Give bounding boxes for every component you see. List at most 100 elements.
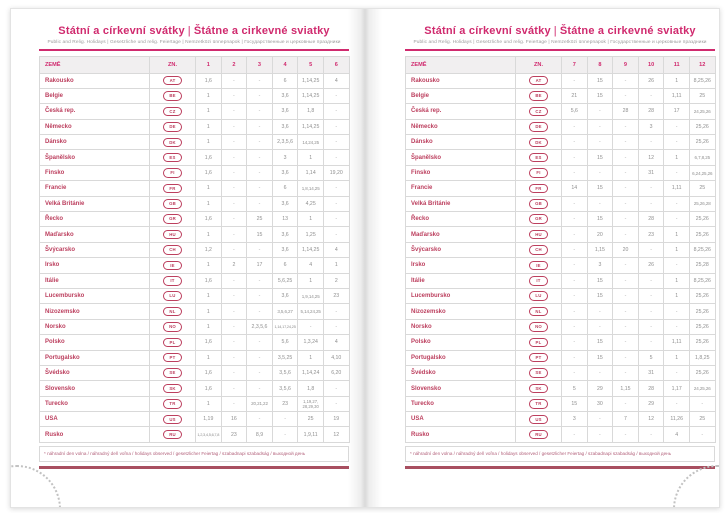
country-code-cell: CH	[149, 241, 196, 259]
holiday-cell: -	[246, 303, 273, 320]
holiday-cell: 15	[586, 87, 614, 105]
holiday-cell: -	[246, 287, 273, 305]
country-name: Turecko	[405, 395, 516, 413]
country-code-cell: US	[515, 411, 562, 428]
holiday-cell: 19,20	[322, 164, 350, 182]
holiday-cell: 4	[322, 241, 350, 259]
holiday-cell: -	[663, 303, 690, 320]
country-code-badge: GR	[529, 214, 548, 224]
country-code-cell: DE	[515, 118, 562, 136]
holiday-cell: 25,26	[688, 134, 716, 151]
country-name: Rakousko	[39, 72, 150, 89]
holiday-cell: 28	[637, 380, 665, 397]
country-name: Velká Británie	[405, 195, 516, 213]
holiday-cell: 28	[637, 211, 665, 228]
holiday-cell: -	[612, 72, 639, 89]
column-header-country: ZEMĚ	[39, 55, 150, 74]
page-left: Státní a církevní svátky | Štátne a cirkev…	[11, 9, 365, 507]
table-row: Švýcarsko CH -1,15 20-1 8,25,26	[405, 241, 716, 259]
holiday-cell: 31	[637, 164, 665, 182]
table-row: Polsko PL -15- -1,11 25,26	[405, 334, 716, 351]
holiday-cell: 2	[322, 272, 350, 289]
holiday-cell: -	[561, 287, 588, 305]
holiday-cell: 25	[688, 180, 716, 197]
country-name: Polsko	[39, 334, 150, 351]
holiday-cell: -	[637, 303, 665, 320]
table-row: Norsko NO - - - - -25,26	[405, 318, 716, 336]
holiday-cell: -	[322, 318, 350, 336]
holiday-cell: 6	[271, 180, 299, 197]
country-code-cell: CZ	[515, 103, 562, 120]
country-code-badge: NO	[529, 322, 548, 332]
holiday-cell: 1,15	[612, 380, 639, 397]
holiday-cell: 3	[271, 149, 299, 166]
country-code-badge: TR	[163, 399, 182, 409]
holiday-cell: -	[246, 72, 273, 89]
holiday-cell: 1	[195, 134, 222, 151]
country-name: Švédsko	[405, 364, 516, 382]
country-code-cell: FI	[149, 164, 196, 182]
holiday-cell: 4	[297, 257, 324, 274]
table-row: Maďarsko HU -20-23 1 25,26	[405, 226, 716, 243]
country-name: USA	[39, 411, 150, 428]
holiday-cell: 8,25,26	[688, 241, 716, 259]
holiday-cell: -	[612, 164, 639, 182]
bottom-rule	[39, 465, 349, 470]
holiday-cell: 1	[663, 287, 690, 305]
holiday-cell: 8,9	[246, 426, 273, 443]
column-header-month: 4	[271, 55, 299, 74]
holiday-cell: 1	[195, 395, 222, 413]
title-rule	[405, 49, 715, 51]
holiday-cell: 1,14,17,24,25	[271, 318, 299, 336]
holiday-cell: -	[220, 303, 248, 320]
country-code-badge: US	[163, 414, 182, 425]
holiday-cell: 2	[220, 257, 248, 274]
country-code-cell: TR	[515, 395, 562, 413]
holiday-cell: 29	[586, 380, 614, 397]
table-row: Španělsko ES -15-12 1 6,7,8,25	[405, 149, 716, 166]
holiday-cell: -	[246, 272, 273, 289]
holiday-cell: -	[663, 257, 690, 274]
holiday-cell: -	[220, 318, 248, 336]
country-code-cell: ES	[515, 149, 562, 166]
holiday-cell: 25,26	[688, 318, 716, 336]
country-code-badge: FI	[529, 168, 548, 178]
country-code-badge: RU	[529, 429, 548, 440]
holiday-cell: -	[586, 303, 614, 320]
table-row: Česká rep. CZ 1- -3,6 1,8-	[39, 103, 350, 120]
holiday-cell: -	[637, 195, 665, 213]
holiday-cell: 2,3,5,6	[271, 134, 299, 151]
country-code-cell: RU	[149, 426, 196, 443]
holiday-cell: -	[688, 395, 716, 413]
country-code-badge: FI	[163, 168, 182, 178]
table-row: USA US 1,19 16- -25 19	[39, 411, 350, 428]
table-row: Nizozemsko NL 1- -3,5,6,27 5,14,24,25-	[39, 303, 350, 320]
country-code-badge: DK	[529, 137, 548, 147]
country-code-cell: FI	[515, 164, 562, 182]
country-code-cell: US	[149, 411, 196, 428]
country-code-cell: ES	[149, 149, 196, 166]
holiday-cell: -	[663, 134, 690, 151]
holiday-cell: 1,6	[195, 364, 222, 382]
holiday-cell: -	[220, 226, 248, 243]
holiday-cell: -	[637, 87, 665, 105]
country-code-badge: ES	[163, 152, 182, 163]
country-code-cell: BE	[515, 87, 562, 105]
country-code-cell: NL	[149, 303, 196, 320]
holiday-cell: -	[586, 134, 614, 151]
table-row: Finsko FI 1,6- -3,6 1,14 19,20	[39, 164, 350, 182]
country-code-badge: FR	[529, 183, 548, 194]
page-subtitle: Public and Relig. Holidays | Gesetzliche…	[47, 40, 341, 45]
holiday-cell: 1,17	[663, 380, 690, 397]
country-name: Finsko	[405, 164, 516, 182]
holiday-cell: -	[246, 411, 273, 428]
country-code-cell: PL	[149, 334, 196, 351]
holiday-cell: 1,8	[297, 380, 324, 397]
holiday-cell: -	[220, 72, 248, 89]
title-separator: |	[187, 25, 191, 37]
holiday-cell: -	[663, 364, 690, 382]
holiday-cell: 1,14,25	[297, 72, 324, 89]
holiday-cell: -	[246, 241, 273, 259]
holiday-cell: 15	[586, 349, 614, 366]
country-name: Rusko	[39, 426, 150, 443]
